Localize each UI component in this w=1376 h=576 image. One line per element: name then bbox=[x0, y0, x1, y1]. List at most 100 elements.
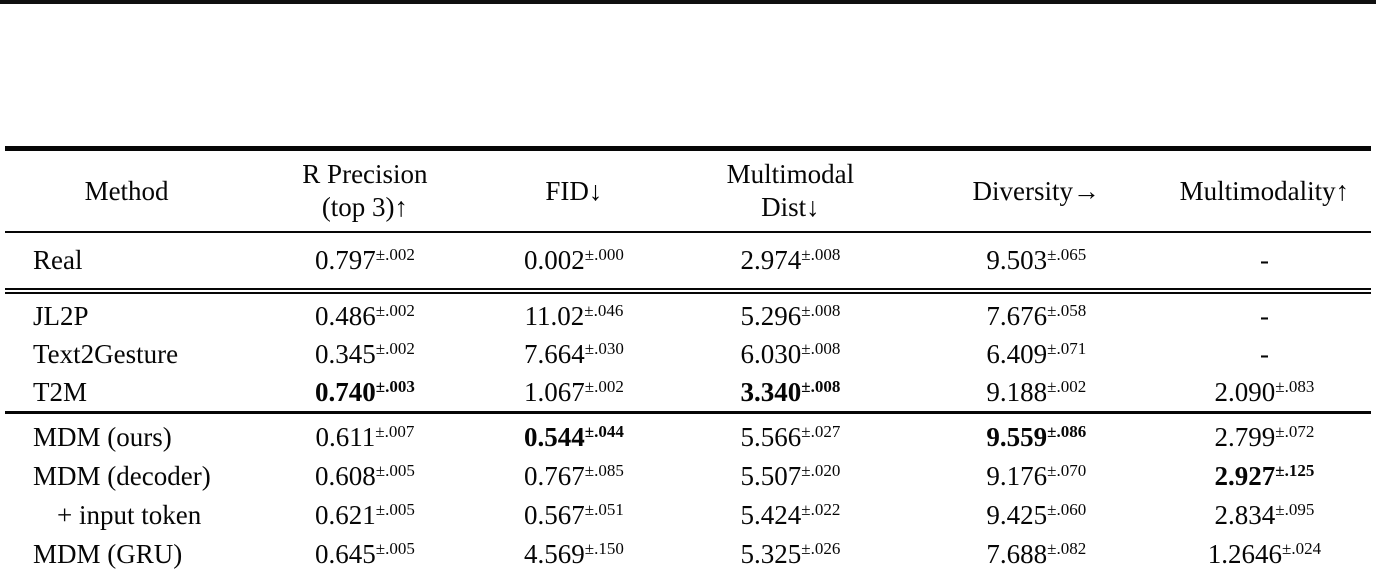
value: 9.503 bbox=[986, 245, 1048, 275]
std-superscript: ±.007 bbox=[375, 422, 415, 441]
cell-mm-dist: 5.325±.026 bbox=[666, 535, 915, 576]
cell-fid: 1.067±.002 bbox=[482, 373, 666, 413]
std-superscript: ±.024 bbox=[1282, 539, 1322, 558]
value: 2.090 bbox=[1214, 376, 1276, 407]
std-superscript: ±.125 bbox=[1275, 461, 1315, 480]
std-superscript: ±.065 bbox=[1047, 245, 1087, 264]
cell-mm-dist: 5.566±.027 bbox=[666, 413, 915, 458]
cell-fid: 7.664±.030 bbox=[482, 335, 666, 373]
method-label: Real bbox=[33, 245, 83, 275]
cell-fid: 11.02±.046 bbox=[482, 291, 666, 335]
cell-diversity: 6.409±.071 bbox=[915, 335, 1158, 373]
value: 0.486 bbox=[315, 300, 376, 331]
std-superscript: ±.072 bbox=[1275, 422, 1315, 441]
std-superscript: ±.082 bbox=[1047, 539, 1087, 558]
value: 2.927 bbox=[1214, 461, 1276, 491]
table-row-mdm-gru: MDM (GRU) 0.645±.005 4.569±.150 5.325±.0… bbox=[5, 535, 1371, 576]
results-table: Method R Precision (top 3)↑ FID↓ Multimo… bbox=[5, 146, 1371, 576]
value: 3.340 bbox=[740, 376, 802, 407]
cell-mm-dist: 5.424±.022 bbox=[666, 496, 915, 535]
cell-multimodality: 2.090±.083 bbox=[1158, 373, 1371, 413]
value: 0.797 bbox=[315, 245, 376, 275]
std-superscript: ±.000 bbox=[584, 245, 624, 264]
group-prior-methods: JL2P 0.486±.002 11.02±.046 5.296±.008 7.… bbox=[5, 291, 1371, 413]
value: - bbox=[1259, 245, 1269, 275]
value: 2.974 bbox=[740, 245, 802, 275]
std-superscript: ±.022 bbox=[801, 500, 841, 519]
cell-r-precision: 0.740±.003 bbox=[248, 373, 482, 413]
cell-r-precision: 0.645±.005 bbox=[248, 535, 482, 576]
cell-multimodality: - bbox=[1158, 291, 1371, 335]
std-superscript: ±.005 bbox=[375, 461, 415, 480]
value: 4.569 bbox=[524, 539, 585, 569]
value: 0.567 bbox=[524, 500, 585, 530]
std-superscript: ±.020 bbox=[801, 461, 841, 480]
table-row-jl2p: JL2P 0.486±.002 11.02±.046 5.296±.008 7.… bbox=[5, 291, 1371, 335]
value: 0.767 bbox=[524, 461, 585, 491]
group-mdm-variants: MDM (ours) 0.611±.007 0.544±.044 5.566±.… bbox=[5, 413, 1371, 576]
cell-fid: 0.567±.051 bbox=[482, 496, 666, 535]
std-superscript: ±.046 bbox=[584, 300, 624, 320]
std-superscript: ±.085 bbox=[584, 461, 624, 480]
value: 7.664 bbox=[524, 338, 585, 369]
std-superscript: ±.044 bbox=[584, 422, 624, 441]
value: 9.425 bbox=[986, 500, 1048, 530]
std-superscript: ±.008 bbox=[801, 338, 841, 358]
value: 9.559 bbox=[986, 422, 1048, 452]
method-label: MDM (GRU) bbox=[33, 539, 183, 569]
cell-r-precision: 0.345±.002 bbox=[248, 335, 482, 373]
method-label: JL2P bbox=[33, 300, 89, 331]
cell-r-precision: 0.621±.005 bbox=[248, 496, 482, 535]
std-superscript: ±.027 bbox=[801, 422, 841, 441]
cell-multimodality: 1.2646±.024 bbox=[1158, 535, 1371, 576]
cell-r-precision: 0.486±.002 bbox=[248, 291, 482, 335]
value: 6.409 bbox=[986, 338, 1048, 369]
std-superscript: ±.086 bbox=[1047, 422, 1087, 441]
std-superscript: ±.003 bbox=[375, 376, 415, 396]
value: 0.544 bbox=[524, 422, 585, 452]
std-superscript: ±.070 bbox=[1047, 461, 1087, 480]
value: 0.621 bbox=[315, 500, 376, 530]
value: 0.611 bbox=[315, 422, 376, 452]
col-header-multimodality: Multimodality↑ bbox=[1179, 175, 1350, 206]
value: 7.676 bbox=[986, 300, 1048, 331]
std-superscript: ±.005 bbox=[375, 500, 415, 519]
cell-fid: 0.002±.000 bbox=[482, 232, 666, 291]
std-superscript: ±.026 bbox=[801, 539, 841, 558]
table-row-text2gesture: Text2Gesture 0.345±.002 7.664±.030 6.030… bbox=[5, 335, 1371, 373]
std-superscript: ±.058 bbox=[1047, 300, 1087, 320]
value: 0.645 bbox=[315, 539, 376, 569]
std-superscript: ±.095 bbox=[1275, 500, 1315, 519]
cell-multimodality: - bbox=[1158, 232, 1371, 291]
value: - bbox=[1259, 300, 1269, 331]
cell-diversity: 9.503±.065 bbox=[915, 232, 1158, 291]
std-superscript: ±.005 bbox=[375, 539, 415, 558]
value: - bbox=[1259, 338, 1269, 369]
col-header-mm-dist-line2: Dist↓ bbox=[761, 192, 820, 222]
table-row-t2m: T2M 0.740±.003 1.067±.002 3.340±.008 9.1… bbox=[5, 373, 1371, 413]
std-superscript: ±.008 bbox=[801, 300, 841, 320]
col-header-mm-dist: Multimodal Dist↓ bbox=[666, 149, 915, 233]
cell-diversity: 9.176±.070 bbox=[915, 457, 1158, 496]
header-row: Method R Precision (top 3)↑ FID↓ Multimo… bbox=[5, 149, 1371, 233]
page-top-rule bbox=[0, 0, 1376, 4]
table-row-mdm-decoder: MDM (decoder) 0.608±.005 0.767±.085 5.50… bbox=[5, 457, 1371, 496]
cell-r-precision: 0.608±.005 bbox=[248, 457, 482, 496]
value: 0.002 bbox=[524, 245, 585, 275]
table-row-mdm-ours: MDM (ours) 0.611±.007 0.544±.044 5.566±.… bbox=[5, 413, 1371, 458]
std-superscript: ±.002 bbox=[375, 338, 415, 358]
cell-multimodality: - bbox=[1158, 335, 1371, 373]
cell-diversity: 7.688±.082 bbox=[915, 535, 1158, 576]
std-superscript: ±.002 bbox=[375, 245, 415, 264]
std-superscript: ±.083 bbox=[1275, 376, 1315, 396]
col-header-r-precision-line1: R Precision bbox=[302, 159, 428, 189]
col-header-mm-dist-line1: Multimodal bbox=[726, 159, 855, 189]
std-superscript: ±.002 bbox=[584, 376, 624, 396]
value: 1.067 bbox=[524, 376, 585, 407]
cell-diversity: 9.188±.002 bbox=[915, 373, 1158, 413]
group-real: Real 0.797±.002 0.002±.000 2.974±.008 9.… bbox=[5, 232, 1371, 291]
col-header-r-precision: R Precision (top 3)↑ bbox=[248, 149, 482, 233]
method-label: + input token bbox=[57, 500, 202, 530]
cell-mm-dist: 6.030±.008 bbox=[666, 335, 915, 373]
value: 6.030 bbox=[740, 338, 802, 369]
